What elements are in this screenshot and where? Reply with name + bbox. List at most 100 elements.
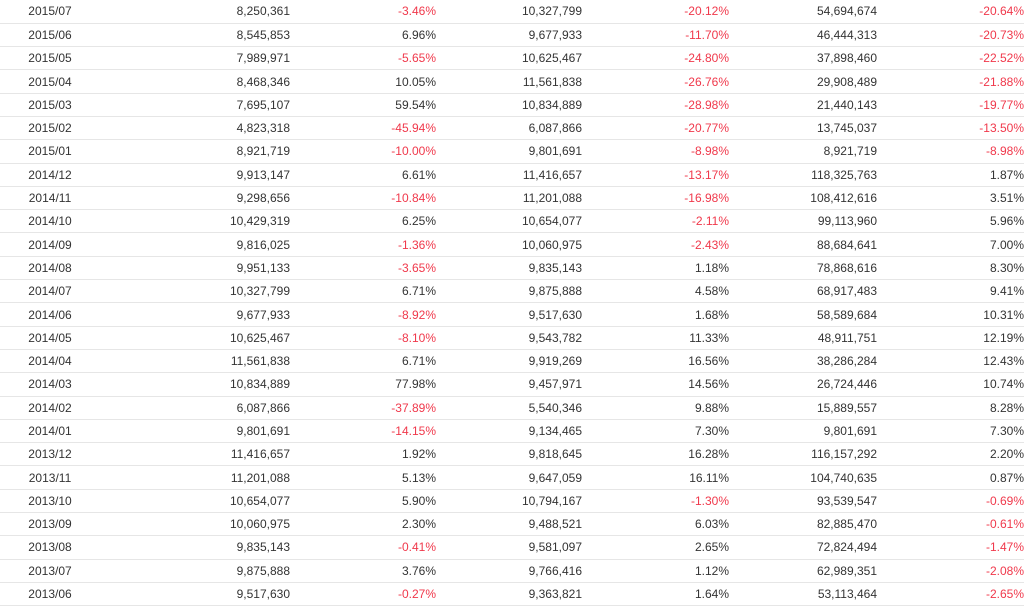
mom-change-cell: 2.30% bbox=[290, 512, 436, 537]
table-row: 2015/02 4,823,318 -45.94% 6,087,866 -20.77% 1… bbox=[0, 116, 1024, 141]
table-row: 2014/06 9,677,933 -8.92% 9,517,630 1.68% 58,5… bbox=[0, 302, 1024, 327]
table-row: 2015/07 8,250,361 -3.46% 10,327,799 -20.12% 5… bbox=[0, 0, 1024, 24]
cumulative-value-cell: 21,440,143 bbox=[729, 93, 877, 117]
yoy-change-cell: 1.64% bbox=[582, 582, 729, 606]
table-row: 2015/06 8,545,853 6.96% 9,677,933 -11.70% 46,… bbox=[0, 23, 1024, 48]
month-cell: 2013/07 bbox=[0, 559, 100, 583]
value-cell: 10,327,799 bbox=[100, 279, 290, 304]
value-cell: 9,816,025 bbox=[100, 232, 290, 257]
mom-change-cell: -3.46% bbox=[290, 0, 436, 24]
value-cell: 8,921,719 bbox=[100, 139, 290, 164]
yoy-change-cell: -13.17% bbox=[582, 163, 729, 187]
cumulative-change-cell: -2.65% bbox=[877, 582, 1024, 606]
yoy-change-cell: -2.11% bbox=[582, 209, 729, 234]
yoy-change-cell: 1.68% bbox=[582, 302, 729, 327]
value-cell: 9,298,656 bbox=[100, 186, 290, 211]
cumulative-value-cell: 78,868,616 bbox=[729, 256, 877, 281]
month-cell: 2014/12 bbox=[0, 163, 100, 187]
value-cell: 8,468,346 bbox=[100, 69, 290, 94]
yoy-change-cell: 9.88% bbox=[582, 396, 729, 420]
cumulative-value-cell: 8,921,719 bbox=[729, 139, 877, 164]
mom-change-cell: 5.13% bbox=[290, 465, 436, 490]
value-cell: 7,989,971 bbox=[100, 46, 290, 71]
table-row: 2014/05 10,625,467 -8.10% 9,543,782 11.33% 48… bbox=[0, 326, 1024, 350]
month-cell: 2013/09 bbox=[0, 512, 100, 537]
cumulative-value-cell: 62,989,351 bbox=[729, 559, 877, 583]
cumulative-change-cell: -19.77% bbox=[877, 93, 1024, 117]
month-cell: 2015/03 bbox=[0, 93, 100, 117]
month-cell: 2014/04 bbox=[0, 349, 100, 374]
cumulative-value-cell: 93,539,547 bbox=[729, 489, 877, 514]
cumulative-change-cell: -0.61% bbox=[877, 512, 1024, 537]
cumulative-change-cell: -2.08% bbox=[877, 559, 1024, 583]
month-cell: 2014/11 bbox=[0, 186, 100, 211]
month-cell: 2014/07 bbox=[0, 279, 100, 304]
table-row: 2013/08 9,835,143 -0.41% 9,581,097 2.65% 72,8… bbox=[0, 535, 1024, 560]
table-row: 2015/04 8,468,346 10.05% 11,561,838 -26.76% 2… bbox=[0, 69, 1024, 94]
table-row: 2013/11 11,201,088 5.13% 9,647,059 16.11% 104… bbox=[0, 465, 1024, 490]
cumulative-value-cell: 108,412,616 bbox=[729, 186, 877, 211]
cumulative-change-cell: 10.31% bbox=[877, 302, 1024, 327]
value-cell: 9,517,630 bbox=[100, 582, 290, 606]
cumulative-change-cell: 2.20% bbox=[877, 442, 1024, 467]
table-row: 2014/09 9,816,025 -1.36% 10,060,975 -2.43% 88… bbox=[0, 232, 1024, 257]
yoy-change-cell: 1.12% bbox=[582, 559, 729, 583]
yoy-change-cell: -11.70% bbox=[582, 23, 729, 48]
month-cell: 2014/10 bbox=[0, 209, 100, 234]
month-cell: 2014/05 bbox=[0, 326, 100, 350]
mom-change-cell: 3.76% bbox=[290, 559, 436, 583]
table-row: 2014/01 9,801,691 -14.15% 9,134,465 7.30% 9,8… bbox=[0, 419, 1024, 444]
cumulative-value-cell: 54,694,674 bbox=[729, 0, 877, 24]
prev-year-value-cell: 9,647,059 bbox=[436, 465, 582, 490]
prev-year-value-cell: 9,457,971 bbox=[436, 372, 582, 397]
mom-change-cell: -1.36% bbox=[290, 232, 436, 257]
yoy-change-cell: 11.33% bbox=[582, 326, 729, 350]
mom-change-cell: 6.61% bbox=[290, 163, 436, 187]
table-row: 2015/01 8,921,719 -10.00% 9,801,691 -8.98% 8,… bbox=[0, 139, 1024, 164]
value-cell: 10,654,077 bbox=[100, 489, 290, 514]
cumulative-change-cell: 3.51% bbox=[877, 186, 1024, 211]
prev-year-value-cell: 11,561,838 bbox=[436, 69, 582, 94]
yoy-change-cell: -20.12% bbox=[582, 0, 729, 24]
month-cell: 2015/05 bbox=[0, 46, 100, 71]
yoy-change-cell: 16.28% bbox=[582, 442, 729, 467]
cumulative-value-cell: 99,113,960 bbox=[729, 209, 877, 234]
yoy-change-cell: 14.56% bbox=[582, 372, 729, 397]
prev-year-value-cell: 9,801,691 bbox=[436, 139, 582, 164]
cumulative-value-cell: 29,908,489 bbox=[729, 69, 877, 94]
value-cell: 9,913,147 bbox=[100, 163, 290, 187]
value-cell: 10,625,467 bbox=[100, 326, 290, 350]
mom-change-cell: -45.94% bbox=[290, 116, 436, 141]
cumulative-change-cell: 8.30% bbox=[877, 256, 1024, 281]
yoy-change-cell: 1.18% bbox=[582, 256, 729, 281]
value-cell: 8,545,853 bbox=[100, 23, 290, 48]
prev-year-value-cell: 9,134,465 bbox=[436, 419, 582, 444]
cumulative-value-cell: 13,745,037 bbox=[729, 116, 877, 141]
yoy-change-cell: -8.98% bbox=[582, 139, 729, 164]
prev-year-value-cell: 10,327,799 bbox=[436, 0, 582, 24]
mom-change-cell: -5.65% bbox=[290, 46, 436, 71]
prev-year-value-cell: 9,835,143 bbox=[436, 256, 582, 281]
prev-year-value-cell: 9,543,782 bbox=[436, 326, 582, 350]
mom-change-cell: 5.90% bbox=[290, 489, 436, 514]
prev-year-value-cell: 9,363,821 bbox=[436, 582, 582, 606]
yoy-change-cell: -24.80% bbox=[582, 46, 729, 71]
table-row: 2014/04 11,561,838 6.71% 9,919,269 16.56% 38,… bbox=[0, 349, 1024, 374]
cumulative-value-cell: 82,885,470 bbox=[729, 512, 877, 537]
table-row: 2014/10 10,429,319 6.25% 10,654,077 -2.11% 99… bbox=[0, 209, 1024, 234]
value-cell: 10,060,975 bbox=[100, 512, 290, 537]
yoy-change-cell: 6.03% bbox=[582, 512, 729, 537]
mom-change-cell: -10.84% bbox=[290, 186, 436, 211]
yoy-change-cell: -2.43% bbox=[582, 232, 729, 257]
month-cell: 2015/04 bbox=[0, 69, 100, 94]
table-row: 2014/07 10,327,799 6.71% 9,875,888 4.58% 68,9… bbox=[0, 279, 1024, 304]
prev-year-value-cell: 9,875,888 bbox=[436, 279, 582, 304]
cumulative-change-cell: -21.88% bbox=[877, 69, 1024, 94]
prev-year-value-cell: 9,766,416 bbox=[436, 559, 582, 583]
prev-year-value-cell: 11,201,088 bbox=[436, 186, 582, 211]
prev-year-value-cell: 11,416,657 bbox=[436, 163, 582, 187]
cumulative-change-cell: -13.50% bbox=[877, 116, 1024, 141]
table-row: 2013/12 11,416,657 1.92% 9,818,645 16.28% 116… bbox=[0, 442, 1024, 467]
prev-year-value-cell: 9,919,269 bbox=[436, 349, 582, 374]
month-cell: 2015/06 bbox=[0, 23, 100, 48]
